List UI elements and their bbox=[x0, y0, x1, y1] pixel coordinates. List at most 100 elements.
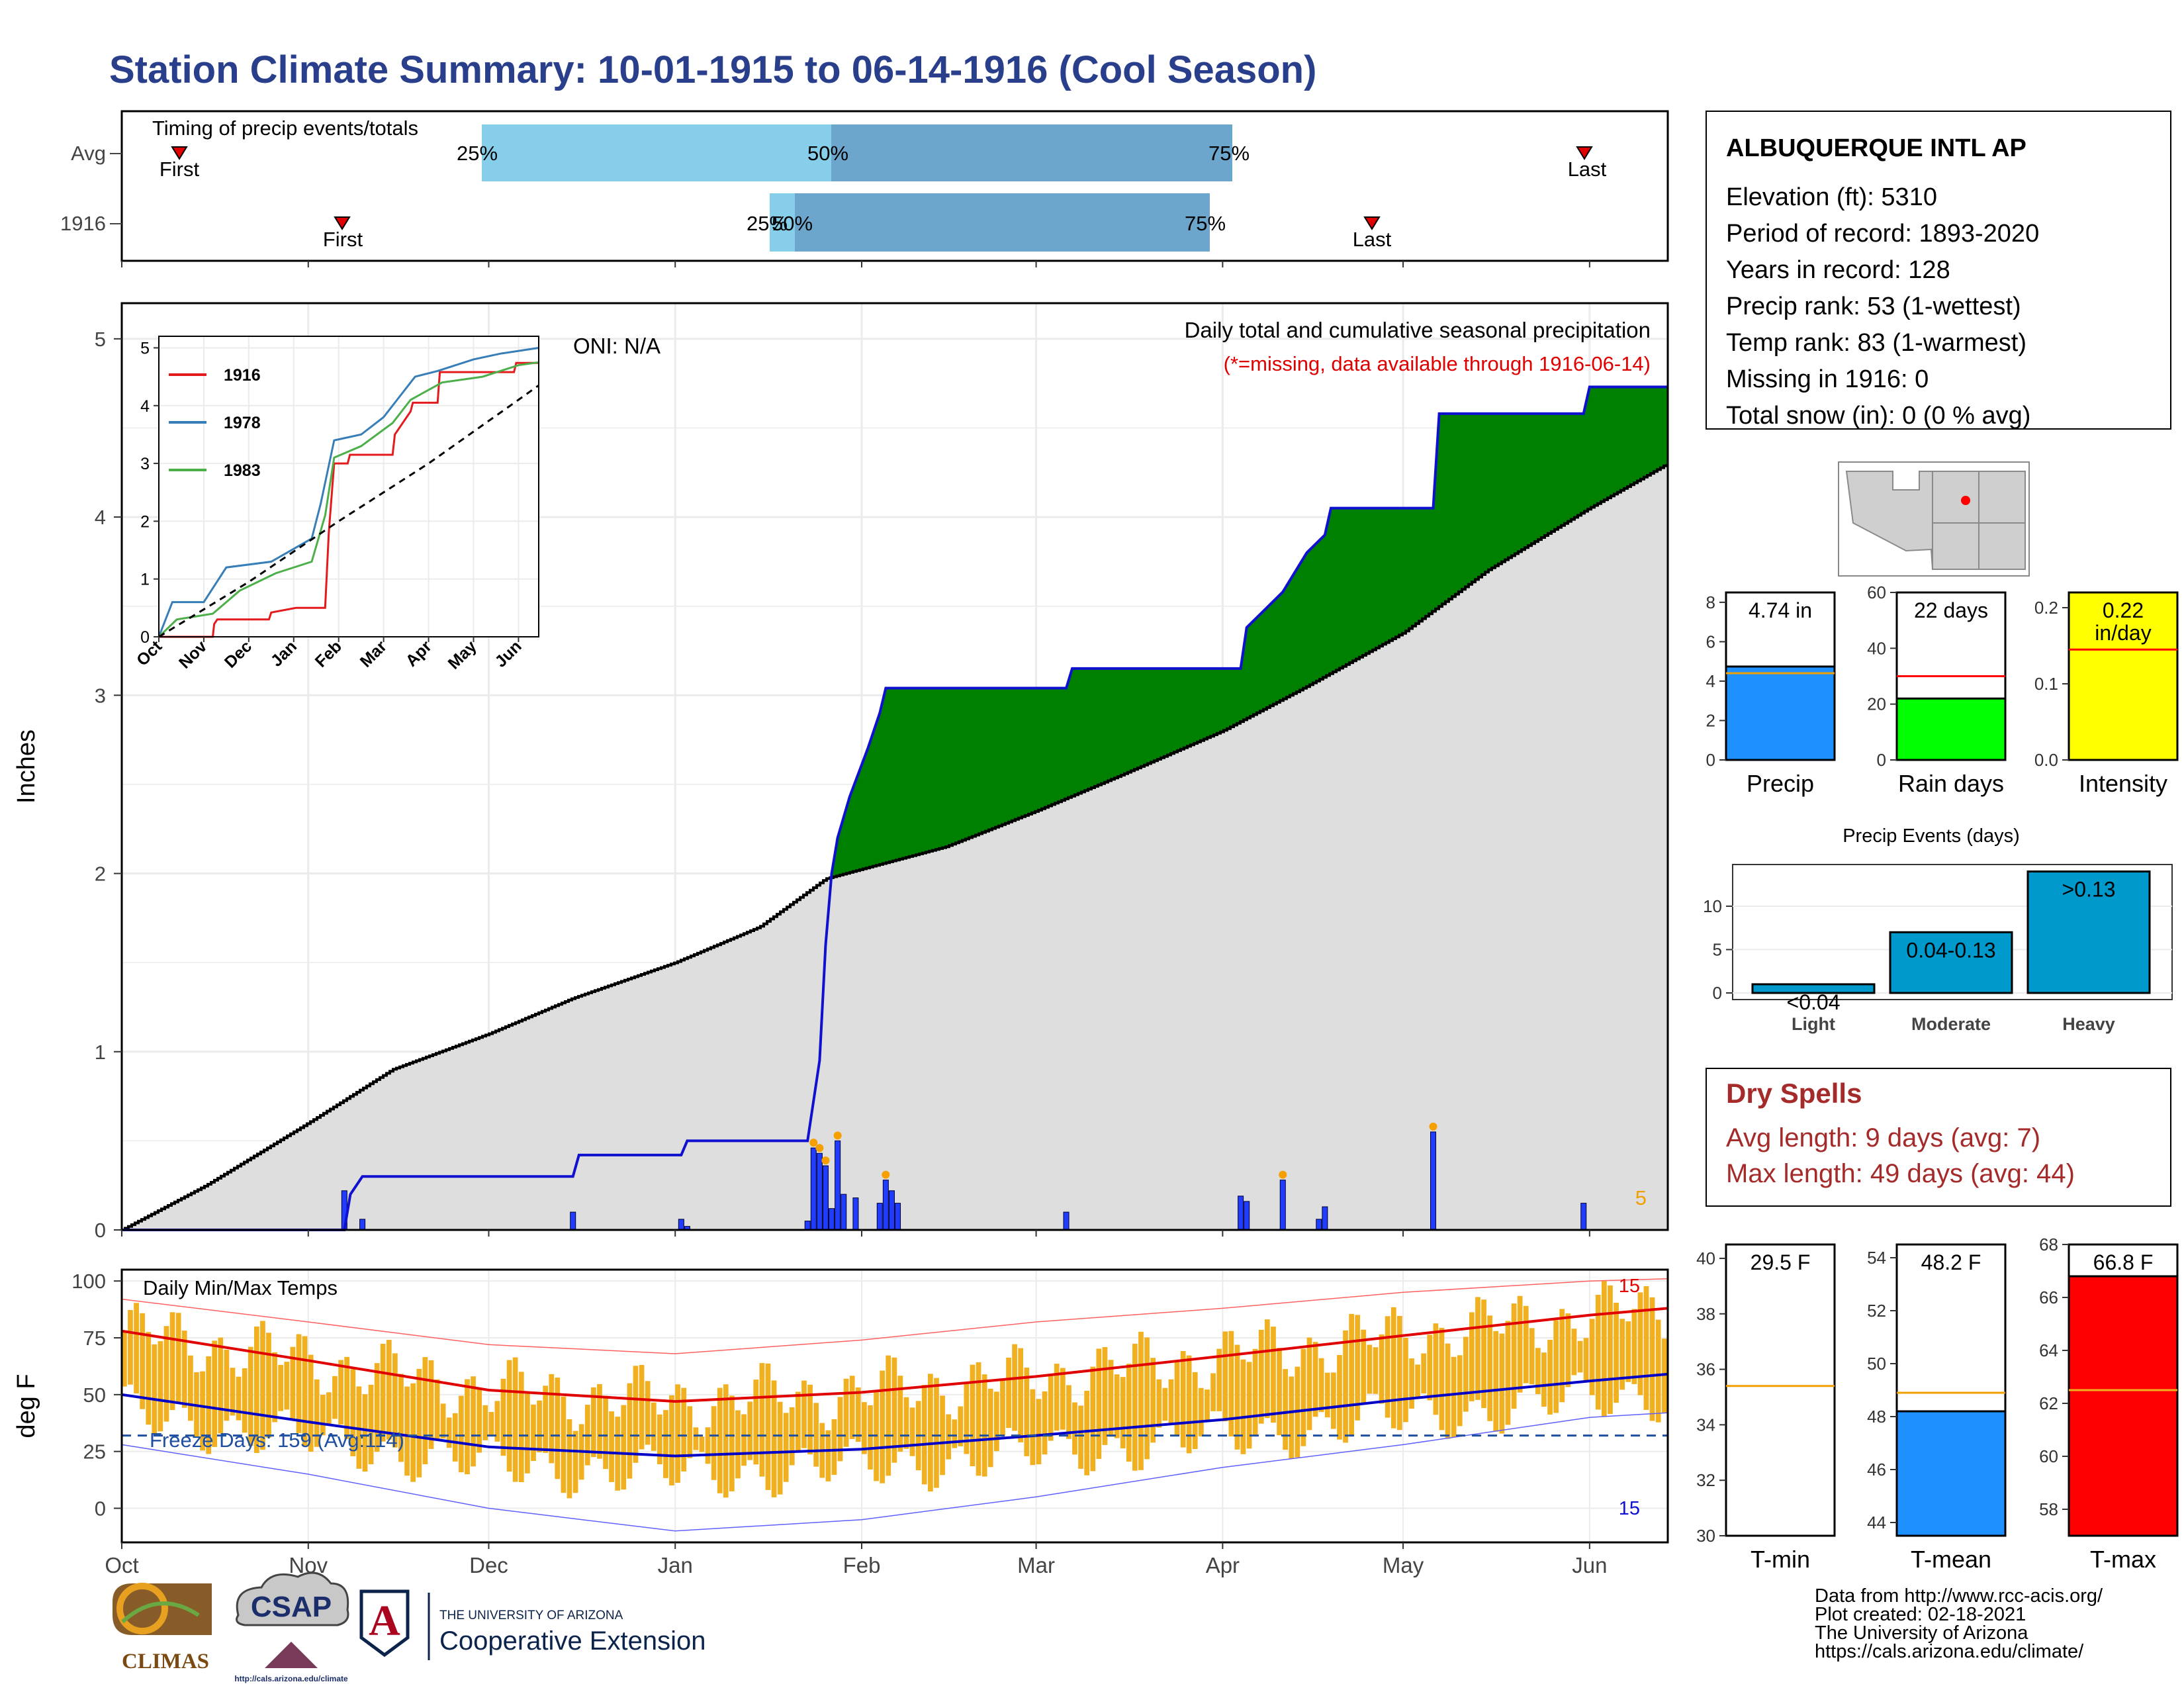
daily-temp-bar bbox=[645, 1381, 651, 1445]
daily-temp-bar bbox=[1150, 1358, 1156, 1443]
daily-temp-bar bbox=[1168, 1379, 1174, 1425]
inset-bg bbox=[159, 336, 539, 637]
daily-temp-bar bbox=[212, 1340, 218, 1447]
daily-temp-bar bbox=[398, 1374, 404, 1462]
station-years: Years in record: 128 bbox=[1726, 256, 1950, 284]
temp-panel-label: Daily Min/Max Temps bbox=[143, 1276, 338, 1299]
daily-temp-bar bbox=[260, 1321, 265, 1450]
daily-temp-bar bbox=[928, 1374, 933, 1492]
daily-temp-bar bbox=[651, 1402, 657, 1451]
avg-cumulative-area bbox=[122, 463, 1668, 1230]
daily-temp-bar bbox=[1006, 1358, 1011, 1429]
daily-temp-bar bbox=[1096, 1348, 1102, 1459]
daily-temp-bar bbox=[314, 1379, 320, 1447]
temp-ytick-label: 50 bbox=[83, 1383, 106, 1407]
daily-temp-bar bbox=[350, 1369, 356, 1456]
daily-temp-bar bbox=[958, 1406, 964, 1446]
daily-temp-bar bbox=[1216, 1348, 1222, 1411]
daily-temp-bar bbox=[488, 1412, 494, 1436]
precip-ytick-label: 5 bbox=[95, 328, 106, 351]
daily-temp-bar bbox=[705, 1427, 711, 1464]
precip-ytick-label: 4 bbox=[95, 506, 106, 529]
daily-temp-bar bbox=[428, 1360, 434, 1449]
daily-temp-bar bbox=[1331, 1372, 1336, 1429]
small-bar-value bbox=[1895, 1410, 2007, 1537]
small-bar-label: 4.74 in bbox=[1749, 598, 1812, 622]
daily-temp-bar bbox=[1054, 1364, 1060, 1431]
small-bar-tick-label: 0 bbox=[1877, 750, 1886, 770]
daily-temp-bar bbox=[729, 1395, 735, 1491]
small-bar-frame bbox=[1725, 1243, 1836, 1537]
daily-temp-bar bbox=[970, 1364, 976, 1466]
daily-temp-bar bbox=[1066, 1385, 1071, 1439]
daily-temp-bar bbox=[567, 1419, 572, 1499]
daily-temp-bar bbox=[410, 1383, 416, 1482]
daily-temp-bar bbox=[1126, 1364, 1132, 1462]
daily-temp-bar bbox=[952, 1419, 958, 1448]
timing-avg-first-marker bbox=[171, 146, 188, 160]
daily-precip-marker bbox=[815, 1144, 824, 1152]
station-missing: Missing in 1916: 0 bbox=[1726, 365, 1929, 393]
small-bar-precip: 4.74 in Precip 0 2 4 6 8 bbox=[1706, 591, 1836, 797]
daily-temp-bar bbox=[1602, 1281, 1607, 1417]
inset-ytick-label: 2 bbox=[140, 512, 150, 531]
daily-temp-bar bbox=[717, 1387, 723, 1493]
daily-temp-bar bbox=[543, 1385, 549, 1453]
small-bar-label: 48.2 F bbox=[1921, 1250, 1981, 1274]
daily-temp-bar bbox=[771, 1380, 777, 1497]
daily-temp-bar bbox=[1608, 1285, 1613, 1414]
timing-1916-last-marker bbox=[1363, 216, 1381, 230]
daily-temp-bar bbox=[1499, 1333, 1505, 1434]
daily-temp-bar bbox=[783, 1413, 789, 1482]
daily-precip-bar bbox=[888, 1190, 895, 1231]
daily-temp-bar bbox=[591, 1387, 596, 1458]
daily-temp-bar bbox=[1523, 1305, 1529, 1383]
small-bar-tick-label: 0.2 bbox=[2034, 598, 2058, 618]
daily-temp-bar bbox=[1661, 1338, 1667, 1413]
small-bar-tick-label: 34 bbox=[1696, 1415, 1715, 1434]
daily-temp-bar bbox=[1222, 1331, 1228, 1422]
events-ytick-label: 0 bbox=[1713, 983, 1722, 1003]
daily-temp-bar bbox=[976, 1362, 981, 1476]
small-bar-tick-label: 32 bbox=[1696, 1470, 1715, 1490]
daily-temp-bar bbox=[302, 1336, 308, 1446]
small-bar-tick-label: 36 bbox=[1696, 1360, 1715, 1380]
small-bar-tick-label: 58 bbox=[2039, 1499, 2058, 1519]
daily-precip-bar bbox=[841, 1194, 847, 1231]
timing-1916-p25: 25% bbox=[747, 212, 788, 235]
station-location-dot bbox=[1961, 496, 1970, 505]
climas-logo: CLIMAS bbox=[113, 1583, 212, 1673]
station-temp-rank: Temp rank: 83 (1-warmest) bbox=[1726, 329, 2026, 357]
oni-label: ONI: N/A bbox=[573, 334, 660, 358]
events-xtick-label: Light bbox=[1792, 1014, 1835, 1034]
dry-spells-avg: Avg length: 9 days (avg: 7) bbox=[1726, 1123, 2040, 1152]
daily-precip-bar bbox=[804, 1221, 811, 1231]
daily-temp-bar bbox=[446, 1417, 452, 1448]
daily-precip-marker bbox=[821, 1156, 830, 1165]
small-bar-label: 0.22 bbox=[2103, 598, 2144, 622]
daily-precip-bar bbox=[810, 1147, 817, 1231]
daily-temp-bar bbox=[1012, 1344, 1017, 1431]
daily-temp-bar bbox=[1300, 1348, 1306, 1446]
footer-line-data: Data from http://www.rcc-acis.org/ bbox=[1815, 1585, 2103, 1607]
small-bar-label: 29.5 F bbox=[1751, 1250, 1811, 1274]
daily-temp-bar bbox=[1312, 1342, 1318, 1417]
footer-line-url: https://cals.arizona.edu/climate/ bbox=[1815, 1641, 2084, 1662]
small-bar-axis: T-mean bbox=[1911, 1546, 1991, 1573]
daily-temp-bar bbox=[1355, 1315, 1361, 1421]
daily-precip-bar bbox=[829, 1208, 835, 1231]
daily-temp-bar bbox=[1186, 1355, 1192, 1454]
small-bar-axis: T-max bbox=[2090, 1546, 2156, 1573]
inset-line-1983 bbox=[158, 361, 539, 638]
inset-ytick-label: 3 bbox=[140, 455, 150, 473]
ua-small-text: THE UNIVERSITY OF ARIZONA bbox=[439, 1609, 623, 1622]
station-info: ALBUQUERQUE INTL AP Elevation (ft): 5310… bbox=[1706, 111, 2171, 430]
precip-corner-label: 5 bbox=[1635, 1186, 1647, 1209]
daily-temp-bar bbox=[1324, 1372, 1330, 1418]
daily-temp-bar bbox=[1469, 1312, 1475, 1401]
daily-temp-bar bbox=[1451, 1356, 1457, 1437]
daily-temp-bar bbox=[1397, 1315, 1402, 1430]
temp-xtick-label: Dec bbox=[469, 1553, 508, 1577]
daily-precip-bar bbox=[835, 1140, 841, 1231]
